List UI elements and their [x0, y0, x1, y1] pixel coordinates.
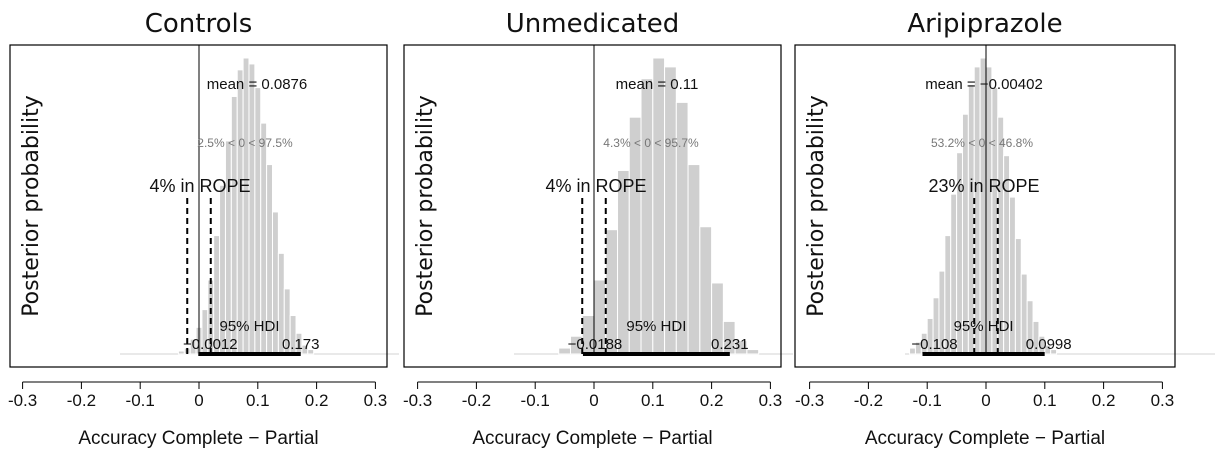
x-tick-label-1: -0.2 [462, 391, 491, 410]
x-tick-label-5: 0.2 [305, 391, 329, 410]
panel-unmedicated: Unmedicated Posterior probability 95% HDI−… [403, 9, 793, 449]
x-tick-label-5: 0.2 [1092, 391, 1116, 410]
comparison-label: 53.2% < 0 < 46.8% [931, 136, 1033, 150]
hdi-low-label: −0.108 [911, 336, 957, 353]
hdi-label: 95% HDI [954, 318, 1014, 335]
histogram-bar-7 [640, 78, 654, 355]
rope-label: 4% in ROPE [149, 176, 250, 196]
x-tick-label-6: 0.3 [1151, 391, 1175, 410]
x-axis-label: Accuracy Complete − Partial [865, 428, 1105, 449]
x-tick-label-4: 0.1 [246, 391, 270, 410]
x-tick-label-2: -0.1 [126, 391, 155, 410]
hdi-high-label: 0.173 [282, 336, 320, 353]
panel-title: Unmedicated [506, 9, 679, 39]
panel-title: Controls [145, 9, 253, 39]
x-tick-label-0: -0.3 [8, 391, 37, 410]
histogram-bar-22 [307, 349, 315, 355]
histogram-bar-10 [236, 69, 244, 355]
histogram-bar-12 [979, 57, 987, 355]
y-axis-label: Posterior probability [19, 95, 44, 317]
x-tick-label-5: 0.2 [700, 391, 724, 410]
histogram-bar-11 [242, 57, 250, 355]
histogram-bar-15 [734, 340, 748, 355]
x-tick-label-6: 0.3 [759, 391, 783, 410]
rope-label: 23% in ROPE [928, 176, 1039, 196]
hdi-low-label: −0.0188 [568, 336, 623, 353]
mean-label: mean = 0.11 [616, 76, 699, 93]
histogram-bar-13 [985, 66, 993, 355]
x-tick-label-1: -0.2 [67, 391, 96, 410]
panel-aripiprazole: Aripiprazole Posterior probability 95% HDI… [794, 9, 1215, 449]
x-tick-label-6: 0.3 [364, 391, 388, 410]
x-tick-label-4: 0.1 [1033, 391, 1057, 410]
hdi-high-label: 0.231 [711, 336, 749, 353]
x-tick-label-2: -0.1 [521, 391, 550, 410]
mean-label: mean = 0.0876 [207, 76, 308, 93]
rope-label: 4% in ROPE [545, 176, 646, 196]
y-axis-label: Posterior probability [413, 95, 438, 317]
hdi-label: 95% HDI [626, 318, 686, 335]
x-axis-label: Accuracy Complete − Partial [472, 428, 712, 449]
histogram-bar-11 [687, 164, 701, 355]
comparison-label: 4.3% < 0 < 95.7% [603, 136, 699, 150]
x-tick-label-1: -0.2 [854, 391, 883, 410]
panel-frame [403, 44, 782, 368]
histogram-bar-16 [746, 349, 760, 355]
panel-title: Aripiprazole [907, 9, 1062, 39]
histogram-bar-18 [1014, 238, 1022, 355]
hdi-low-label: −0.0012 [183, 336, 238, 353]
panel-controls: Controls Posterior probability 95% HDI−0.0… [8, 9, 399, 449]
x-tick-label-3: 0 [194, 391, 203, 410]
x-tick-label-0: -0.3 [403, 391, 432, 410]
x-tick-label-2: -0.1 [913, 391, 942, 410]
x-tick-label-4: 0.1 [641, 391, 665, 410]
histogram-bar-24 [1050, 349, 1058, 355]
histogram-bar-12 [699, 226, 713, 355]
x-tick-label-3: 0 [589, 391, 598, 410]
hdi-label: 95% HDI [219, 318, 279, 335]
histogram-bar-12 [248, 63, 256, 355]
panel-frame [794, 44, 1176, 368]
y-axis-label: Posterior probability [804, 95, 829, 317]
histogram-bar-8 [652, 57, 666, 355]
comparison-label: 2.5% < 0 < 97.5% [197, 136, 293, 150]
mean-label: mean = −0.00402 [925, 76, 1043, 93]
histogram-bar-9 [664, 66, 677, 355]
x-tick-label-3: 0 [981, 391, 990, 410]
histogram-bar-13 [254, 87, 262, 355]
x-axis-label: Accuracy Complete − Partial [78, 428, 318, 449]
x-tick-label-0: -0.3 [795, 391, 824, 410]
hdi-high-label: 0.0998 [1026, 336, 1072, 353]
